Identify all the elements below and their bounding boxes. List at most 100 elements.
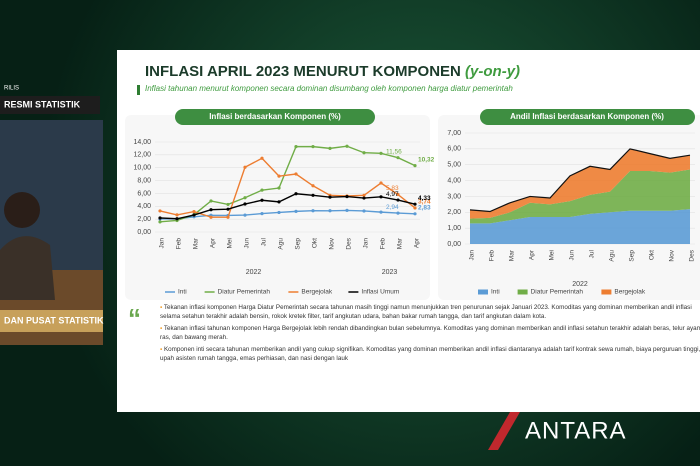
x-tick-label: Agu (278, 238, 285, 250)
bullet: Komponen inti secara tahunan memberikan … (160, 346, 700, 363)
point (379, 210, 383, 214)
point (243, 165, 247, 169)
point (158, 209, 162, 213)
person-head (4, 192, 40, 228)
x-tick-label: Apr (414, 237, 421, 248)
x-tick-label: Okt (649, 250, 656, 260)
x-tick-label: Apr (529, 249, 536, 260)
point (396, 192, 400, 197)
legend-label: Inflasi Umum (361, 289, 399, 296)
line (159, 193, 416, 220)
legend-label: Bergejolak (301, 289, 332, 296)
point (243, 196, 247, 200)
point (328, 209, 332, 213)
legend-label: Bergejolak (614, 289, 645, 296)
point (277, 174, 281, 178)
x-tick-label: Mar (193, 237, 200, 249)
point (226, 215, 230, 219)
x-tick-label: Agu (609, 250, 616, 262)
y-tick-label: 1,00 (447, 225, 461, 232)
y-tick-label: 6,00 (137, 190, 151, 197)
badge-small: RILIS (4, 86, 19, 92)
left-panel (125, 115, 430, 300)
point (379, 181, 383, 185)
point (260, 212, 264, 216)
point (294, 172, 298, 176)
point (362, 193, 366, 197)
y-tick-label: 8,00 (137, 177, 151, 184)
banner-text: DAN PUSAT STATISTIK (4, 315, 104, 325)
data-label: 4,33 (418, 195, 431, 202)
point (294, 209, 298, 213)
title-accent (137, 85, 140, 95)
bullets: Tekanan inflasi komponen Harga Diatur Pe… (160, 304, 700, 406)
quote-icon: “ (128, 303, 141, 333)
x-tick-label: Feb (176, 238, 183, 250)
point (362, 209, 366, 213)
point (413, 202, 417, 206)
point (260, 156, 264, 160)
x-tick-label: Sep (295, 238, 302, 250)
slide-title: INFLASI APRIL 2023 MENURUT KOMPONEN (y-o… (145, 63, 520, 80)
y-tick-label: 3,00 (447, 193, 461, 200)
x-tick-label: Nov (669, 249, 676, 261)
y-tick-label: 6,00 (447, 146, 461, 153)
badge-text: RESMI STATISTIK (4, 99, 81, 109)
point (362, 196, 366, 200)
point (158, 220, 162, 224)
x-tick-label: Jul (589, 249, 596, 258)
y-tick-label: 12,00 (133, 152, 151, 159)
point (277, 200, 281, 204)
point (243, 213, 247, 217)
point (209, 208, 213, 212)
x-tick-label: Mei (227, 238, 234, 248)
x-tick-label: Jan (469, 250, 476, 261)
data-label: 11,56 (386, 148, 402, 155)
y-tick-label: 4,00 (137, 203, 151, 210)
y-tick-label: 2,00 (447, 209, 461, 216)
x-tick-label: Apr (210, 237, 217, 248)
point (311, 209, 315, 213)
point (158, 216, 162, 220)
point (345, 194, 349, 199)
data-label: 10,32 (418, 156, 435, 163)
agency-logo: ANTARA (525, 417, 627, 444)
y-tick-label: 4,00 (447, 177, 461, 184)
x-tick-label: Des (689, 249, 696, 261)
point (209, 199, 213, 203)
point (396, 211, 400, 215)
point (413, 212, 417, 216)
data-label: 4,97 (386, 191, 399, 198)
banner-bg (0, 310, 103, 332)
y-tick-label: 10,00 (133, 165, 151, 172)
point (328, 146, 332, 150)
x-group-label: 2022 (246, 269, 262, 276)
point (175, 217, 179, 221)
data-label: 2,94 (386, 204, 399, 211)
point (311, 145, 315, 149)
point (260, 198, 264, 202)
chart-title-bg (175, 109, 375, 125)
x-group-label: 2022 (572, 281, 588, 288)
line (159, 157, 416, 218)
x-tick-label: Jan (159, 238, 166, 249)
x-tick-label: Des (346, 237, 353, 249)
x-tick-label: Mei (549, 250, 556, 260)
y-tick-label: 0,00 (137, 229, 151, 236)
area-outline (469, 148, 691, 213)
area (470, 148, 690, 219)
area (470, 209, 690, 244)
point (175, 213, 179, 217)
point (413, 164, 417, 168)
point (345, 144, 349, 148)
data-label: 3,74 (418, 199, 431, 206)
person-body (0, 236, 55, 300)
x-group-label: 2023 (382, 269, 398, 276)
point (209, 215, 213, 219)
point (311, 184, 315, 188)
point (192, 213, 196, 217)
point (226, 207, 230, 211)
point (396, 198, 400, 202)
y-tick-label: 14,00 (133, 139, 151, 146)
point (328, 195, 332, 199)
